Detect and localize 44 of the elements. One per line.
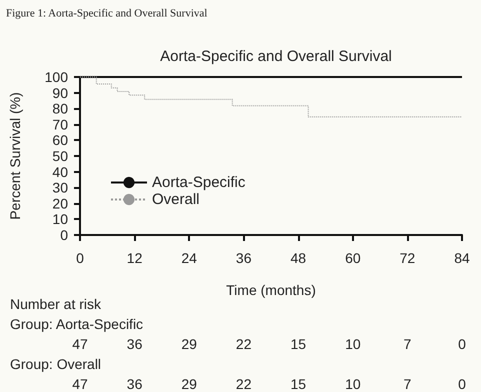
y-tick-label: 40 (52, 164, 68, 180)
text: 36 (126, 376, 143, 392)
text: 10 (345, 336, 361, 352)
text: 47 (72, 376, 88, 392)
x-tick-label: 0 (76, 250, 84, 266)
y-tick-label: 10 (52, 211, 68, 228)
text: 15 (290, 376, 306, 392)
text: 7 (404, 376, 412, 392)
y-tick-label: 50 (52, 148, 68, 164)
y-axis-title: Percent Survival (%) (7, 92, 23, 220)
text: 22 (236, 376, 252, 392)
y-tick-label: 60 (52, 132, 68, 148)
text: 22 (236, 336, 252, 352)
y-tick-label: 20 (52, 195, 68, 212)
text: Number at risk (10, 296, 102, 312)
text: 36 (126, 336, 143, 352)
chart-title: Aorta-Specific and Overall Survival (160, 48, 392, 65)
text: 29 (181, 336, 198, 352)
legend-label: Overall (152, 191, 200, 208)
text: Group: Overall (10, 356, 102, 372)
y-tick-label: 0 (60, 227, 68, 243)
text: 0 (458, 336, 466, 352)
x-tick-label: 12 (126, 250, 143, 266)
x-tick-label: 84 (454, 250, 470, 266)
text: 29 (181, 376, 198, 392)
y-tick-label: 100 (44, 69, 68, 85)
x-axis-title: Time (months) (226, 282, 316, 298)
y-tick-label: 90 (52, 84, 68, 101)
text: 47 (72, 336, 88, 352)
text: 0 (458, 376, 466, 392)
y-tick-label: 30 (52, 180, 68, 196)
caption: Figure 1: Aorta-Specific and Overall Survival (6, 8, 208, 20)
x-tick-label: 36 (236, 250, 252, 266)
y-tick-label: 70 (52, 116, 68, 132)
x-tick-label: 60 (345, 250, 361, 266)
x-tick-label: 72 (400, 250, 416, 266)
y-tick-label: 80 (52, 100, 68, 117)
x-tick-label: 48 (290, 250, 306, 266)
x-tick-label: 24 (181, 250, 198, 266)
legend-label: Aorta-Specific (152, 174, 246, 191)
text: 7 (404, 336, 412, 352)
text: 15 (290, 336, 306, 352)
text: Group: Aorta-Specific (10, 316, 144, 332)
text: 10 (345, 376, 361, 392)
